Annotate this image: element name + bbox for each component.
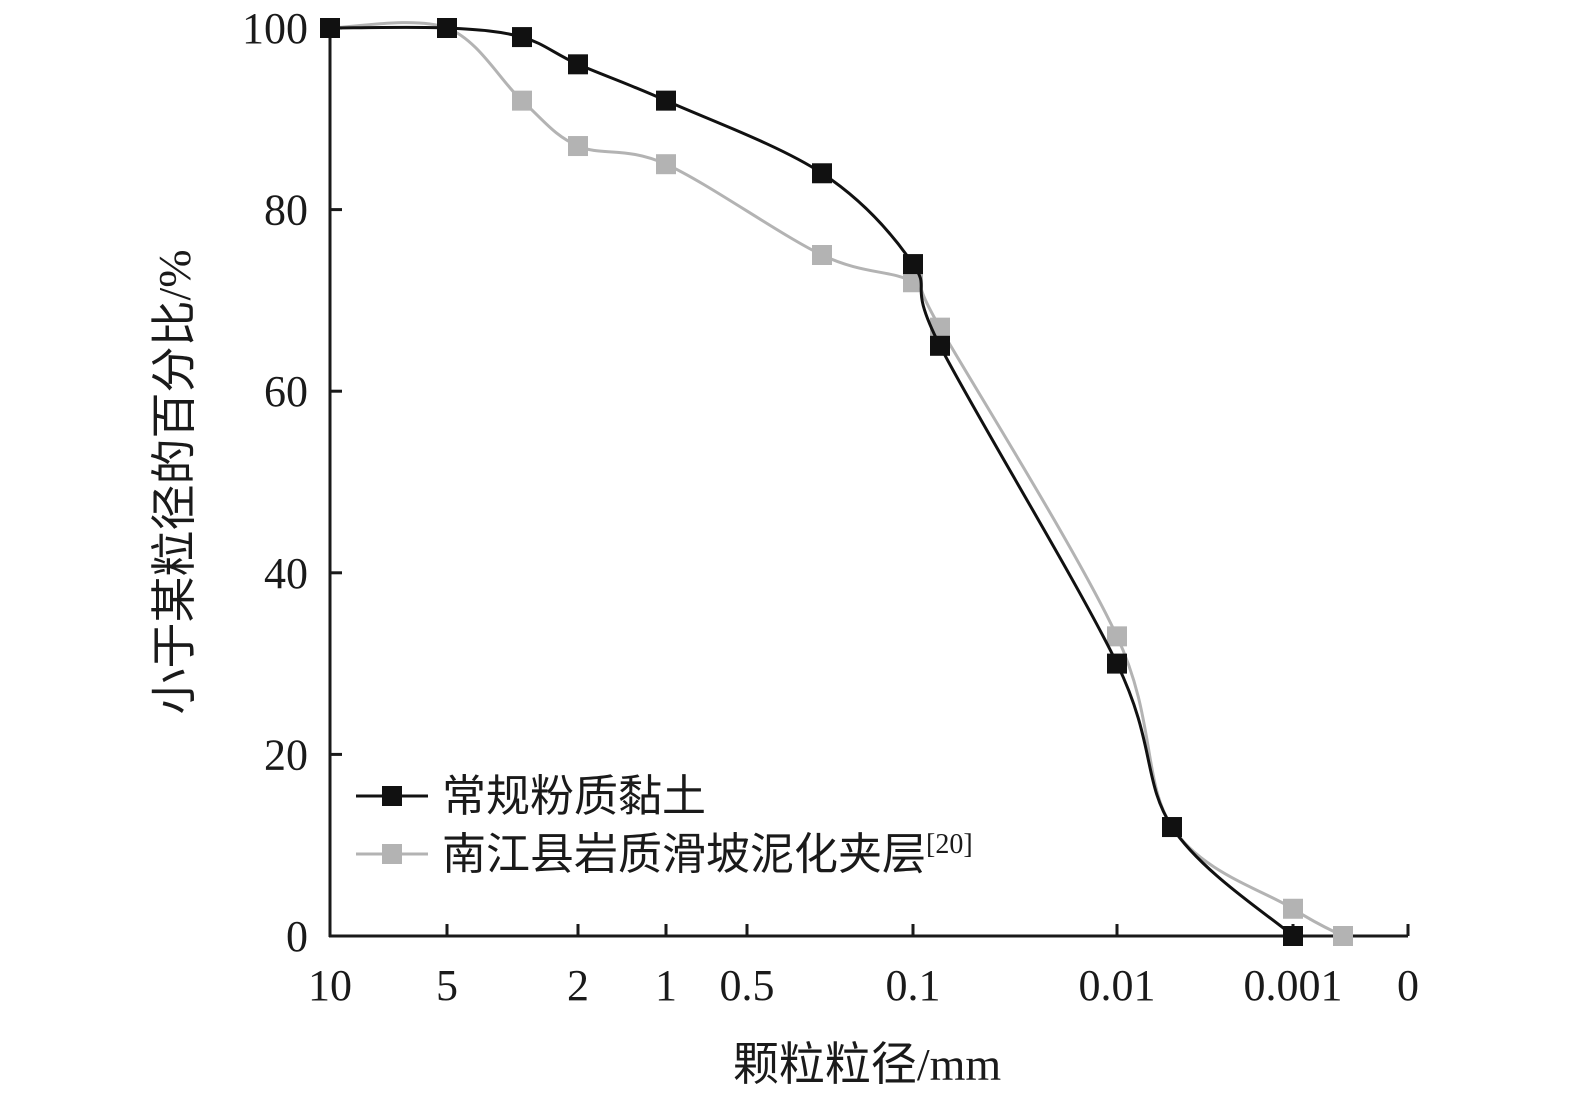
x-tick-label: 1: [655, 961, 677, 1010]
series-1: [320, 18, 1303, 946]
legend-label: 南江县岩质滑坡泥化夹层[20]: [442, 829, 973, 879]
data-point-marker: [437, 18, 457, 38]
x-tick-label: 10: [308, 961, 352, 1010]
y-tick-label: 20: [264, 730, 308, 779]
axes: 0 20 40 60 80 100 10 5 2 1 0.5 0.1 0.01 0.001 0 颗粒粒径/mm…: [149, 4, 1419, 1090]
y-tick-label: 0: [286, 912, 308, 961]
legend-item-1: 常规粉质黏土: [356, 772, 706, 821]
x-tick-label: 5: [436, 961, 458, 1010]
legend-label: 常规粉质黏土: [442, 772, 706, 821]
x-axis-title: 颗粒粒径/mm: [733, 1039, 1002, 1090]
y-tick-label: 60: [264, 367, 308, 416]
data-point-marker: [903, 272, 923, 293]
y-tick-label: 100: [242, 4, 308, 53]
data-point-marker: [1162, 817, 1182, 838]
legend-marker: [382, 786, 402, 806]
data-point-marker: [512, 90, 532, 111]
data-point-marker: [656, 154, 676, 175]
data-point-marker: [656, 90, 676, 111]
data-point-marker: [903, 254, 923, 275]
data-point-marker: [1333, 926, 1353, 946]
legend-marker: [382, 844, 402, 864]
x-tick-label: 2: [567, 961, 589, 1010]
y-tick-label: 40: [264, 549, 308, 598]
x-tick-label: 0.5: [720, 961, 775, 1010]
legend-item-2: 南江县岩质滑坡泥化夹层[20]: [356, 829, 973, 879]
data-point-marker: [812, 163, 832, 184]
data-point-marker: [1107, 653, 1127, 674]
x-tick-label: 0.001: [1244, 961, 1343, 1010]
data-point-marker: [512, 27, 532, 48]
data-point-marker: [812, 245, 832, 265]
data-point-marker: [930, 335, 950, 356]
y-tick-label: 80: [264, 186, 308, 235]
y-axis-title: 小于某粒径的百分比/%: [149, 249, 200, 714]
data-point-marker: [568, 136, 588, 157]
data-point-marker: [1283, 926, 1303, 946]
x-tick-label: 0.1: [886, 961, 941, 1010]
x-tick-label: 0: [1397, 961, 1419, 1010]
data-point-marker: [320, 18, 340, 38]
x-tick-label: 0.01: [1079, 961, 1156, 1010]
data-point-marker: [568, 54, 588, 75]
series-lines: [320, 18, 1353, 946]
data-point-marker: [1283, 898, 1303, 919]
data-point-marker: [1107, 626, 1127, 647]
